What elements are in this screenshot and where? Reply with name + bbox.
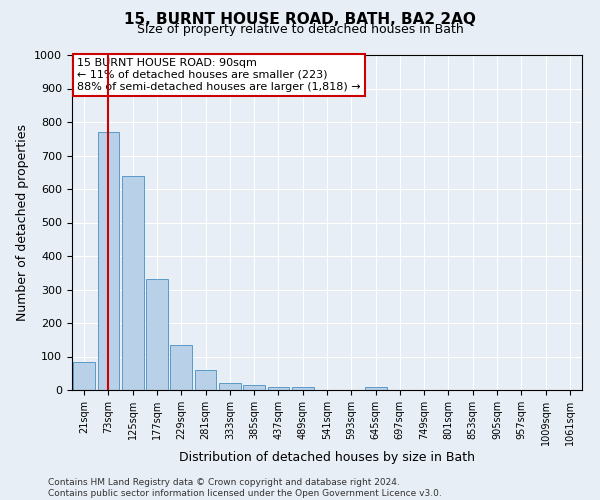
Text: Contains HM Land Registry data © Crown copyright and database right 2024.
Contai: Contains HM Land Registry data © Crown c…	[48, 478, 442, 498]
Bar	[122, 176, 143, 390]
Bar	[292, 388, 314, 390]
Bar	[170, 345, 192, 390]
Bar	[243, 385, 265, 390]
Text: 15, BURNT HOUSE ROAD, BATH, BA2 2AQ: 15, BURNT HOUSE ROAD, BATH, BA2 2AQ	[124, 12, 476, 28]
Bar	[73, 362, 95, 390]
Bar	[365, 386, 386, 390]
Bar	[146, 280, 168, 390]
Y-axis label: Number of detached properties: Number of detached properties	[16, 124, 29, 321]
Text: Size of property relative to detached houses in Bath: Size of property relative to detached ho…	[137, 22, 463, 36]
Bar	[219, 384, 241, 390]
Bar	[194, 370, 217, 390]
Bar	[268, 386, 289, 390]
Bar	[97, 132, 119, 390]
Text: 15 BURNT HOUSE ROAD: 90sqm
← 11% of detached houses are smaller (223)
88% of sem: 15 BURNT HOUSE ROAD: 90sqm ← 11% of deta…	[77, 58, 361, 92]
X-axis label: Distribution of detached houses by size in Bath: Distribution of detached houses by size …	[179, 450, 475, 464]
